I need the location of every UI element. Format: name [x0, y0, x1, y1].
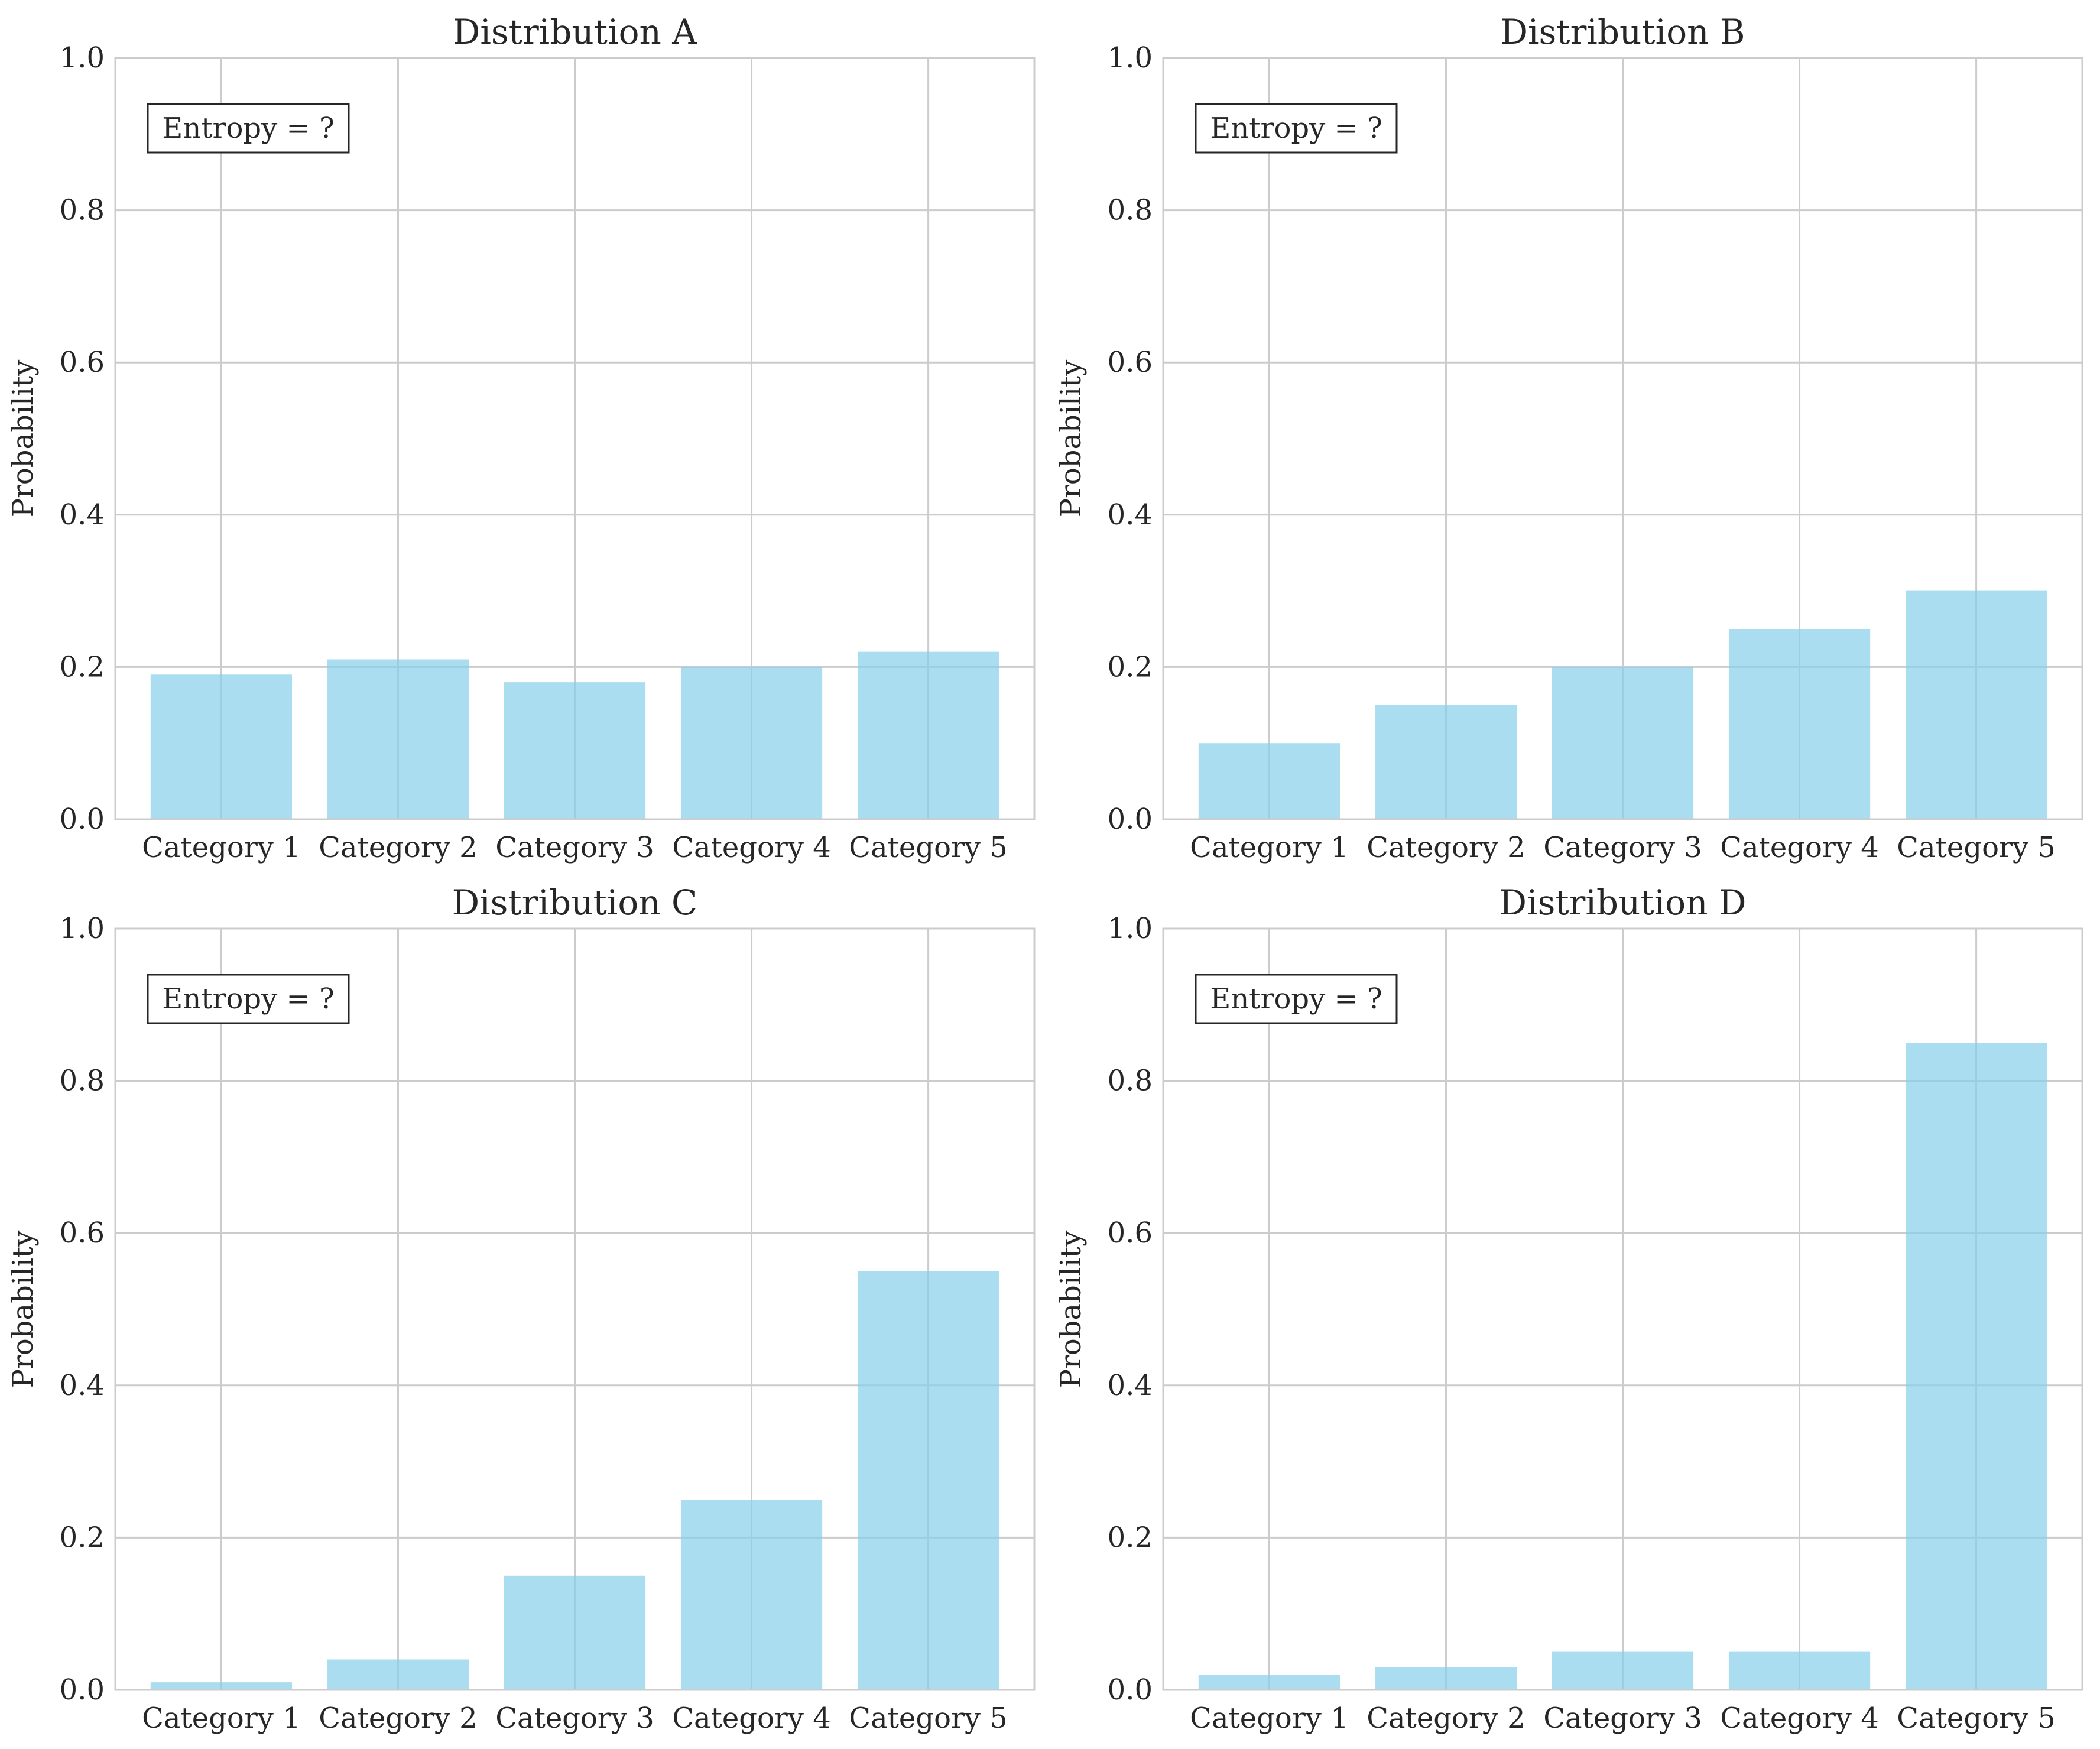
- panel-c-bar-2: [327, 1659, 469, 1690]
- panel-b-ytick-4: 0.8: [1108, 194, 1153, 227]
- panel-a-ylabel: Probability: [7, 360, 40, 518]
- panel-c-bar-4: [680, 1500, 823, 1690]
- panel-b-entropy-label: Entropy = ?: [1210, 112, 1382, 145]
- panel-b-bar-5: [1905, 590, 2047, 819]
- panel-d-ytick-4: 0.8: [1108, 1065, 1153, 1098]
- panel-b-ytick-3: 0.6: [1108, 346, 1153, 379]
- panel-c-bar-3: [504, 1575, 646, 1690]
- panel-a-xtick-1: Category 1: [142, 831, 301, 864]
- panel-d-frame: [1162, 927, 2083, 1691]
- panel-c-bar-1: [150, 1682, 293, 1690]
- panel-a-bar-3: [504, 682, 646, 819]
- panel-a-bar-5: [857, 651, 999, 819]
- panel-d-ytick-0: 0.0: [1108, 1673, 1153, 1706]
- panel-c-ytick-3: 0.6: [60, 1216, 105, 1250]
- panel-a-frame: [114, 57, 1036, 820]
- panel-b-ylabel: Probability: [1054, 360, 1088, 518]
- panel-b-frame: [1162, 57, 2083, 820]
- panel-c-xtick-1: Category 1: [142, 1702, 301, 1735]
- panel-b-xtick-5: Category 5: [1897, 831, 2056, 864]
- panel-b-xtick-4: Category 4: [1720, 831, 1879, 864]
- panel-d-xtick-5: Category 5: [1897, 1702, 2056, 1735]
- panel-a-xtick-3: Category 3: [495, 831, 654, 864]
- panel-b-title: Distribution B: [1500, 12, 1745, 52]
- panel-d-bar-1: [1198, 1675, 1341, 1690]
- panel-c-ylabel: Probability: [7, 1231, 40, 1388]
- panel-a-xtick-5: Category 5: [849, 831, 1008, 864]
- panel-d-xtick-2: Category 2: [1367, 1702, 1525, 1735]
- panel-d-ytick-3: 0.6: [1108, 1216, 1153, 1250]
- panel-d-bar-5: [1905, 1043, 2047, 1690]
- panel-d-ytick-2: 0.4: [1108, 1369, 1153, 1402]
- panel-d-entropy-box: [1195, 974, 1398, 1024]
- panel-d-ylabel: Probability: [1054, 1231, 1088, 1388]
- panel-a-ytick-2: 0.4: [60, 498, 105, 531]
- panel-d-entropy-label: Entropy = ?: [1210, 982, 1382, 1015]
- panel-c-xtick-3: Category 3: [495, 1702, 654, 1735]
- panel-b-xtick-2: Category 2: [1367, 831, 1525, 864]
- panel-d: 0.0 0.2 0.4 0.6 0.8 1.0 Category 1 Category 2 Ca…: [1054, 882, 2083, 1735]
- panel-d-title: Distribution D: [1499, 882, 1747, 923]
- panel-c-entropy-label: Entropy = ?: [162, 982, 334, 1015]
- panel-c-ytick-4: 0.8: [60, 1065, 105, 1098]
- panel-c-xtick-5: Category 5: [849, 1702, 1008, 1735]
- panel-c: 0.0 0.2 0.4 0.6 0.8 1.0 Category 1 Category 2 Ca…: [7, 882, 1036, 1735]
- panel-a-bar-2: [327, 659, 469, 819]
- panel-d-bar-4: [1728, 1651, 1871, 1690]
- panel-a-title: Distribution A: [453, 12, 697, 52]
- panel-d-xtick-4: Category 4: [1720, 1702, 1879, 1735]
- panel-b-bar-1: [1198, 743, 1341, 819]
- panel-b-ytick-1: 0.2: [1108, 650, 1153, 683]
- panel-d-bar-3: [1552, 1651, 1694, 1690]
- panel-a-xtick-4: Category 4: [672, 831, 831, 864]
- panel-a-bar-4: [680, 667, 823, 819]
- panel-b-ytick-5: 1.0: [1108, 41, 1153, 74]
- panel-c-ytick-5: 1.0: [60, 912, 105, 945]
- panel-d-bar-2: [1375, 1667, 1517, 1690]
- panel-c-title: Distribution C: [452, 882, 698, 923]
- panel-c-xtick-4: Category 4: [672, 1702, 831, 1735]
- panel-c-entropy-box: [147, 974, 350, 1024]
- panel-a-entropy-label: Entropy = ?: [162, 112, 334, 145]
- panel-a-ytick-5: 1.0: [60, 41, 105, 74]
- panel-c-ytick-2: 0.4: [60, 1369, 105, 1402]
- panel-c-ytick-1: 0.2: [60, 1521, 105, 1554]
- panel-b-xtick-3: Category 3: [1543, 831, 1702, 864]
- panel-d-xtick-3: Category 3: [1543, 1702, 1702, 1735]
- panel-b-bar-3: [1552, 667, 1694, 819]
- panel-b-ytick-0: 0.0: [1108, 803, 1153, 836]
- panel-b-ytick-2: 0.4: [1108, 498, 1153, 531]
- panel-b-bar-2: [1375, 705, 1517, 819]
- panel-a-ytick-4: 0.8: [60, 194, 105, 227]
- panel-d-xtick-1: Category 1: [1190, 1702, 1349, 1735]
- panel-c-ytick-0: 0.0: [60, 1673, 105, 1706]
- panel-c-frame: [114, 927, 1036, 1691]
- panel-b-xtick-1: Category 1: [1190, 831, 1349, 864]
- panel-d-ytick-5: 1.0: [1108, 912, 1153, 945]
- panel-b: 0.0 0.2 0.4 0.6 0.8 1.0 Category 1 Category 2 Ca…: [1054, 12, 2083, 864]
- panel-a-ytick-3: 0.6: [60, 346, 105, 379]
- panel-c-xtick-2: Category 2: [319, 1702, 478, 1735]
- panel-d-ytick-1: 0.2: [1108, 1521, 1153, 1554]
- panel-a-bar-1: [150, 674, 293, 819]
- panel-a-xtick-2: Category 2: [319, 831, 478, 864]
- panel-a-ytick-1: 0.2: [60, 650, 105, 683]
- panel-b-entropy-box: [1195, 103, 1398, 154]
- panel-a-entropy-box: [147, 103, 350, 154]
- panel-c-bar-5: [857, 1271, 999, 1690]
- panel-b-bar-4: [1728, 629, 1871, 819]
- panel-a: 0.0 0.2 0.4 0.6 0.8 1.0 Category 1 Category 2 Ca…: [7, 12, 1036, 864]
- panel-a-ytick-0: 0.0: [60, 803, 105, 836]
